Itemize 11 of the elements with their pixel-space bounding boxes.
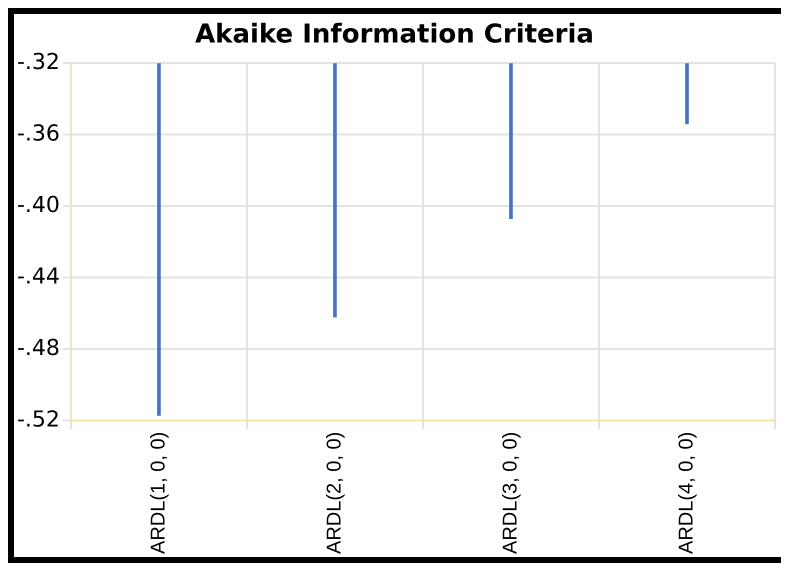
y-tick-label: -.48 bbox=[16, 336, 60, 361]
x-tick-label: ARDL(3, 0, 0) bbox=[499, 432, 522, 554]
x-tick-label: ARDL(4, 0, 0) bbox=[676, 432, 698, 554]
y-tick-label: -.44 bbox=[16, 264, 60, 290]
y-tick-label: -.52 bbox=[16, 407, 60, 432]
y-tick-label: -.40 bbox=[16, 192, 60, 218]
x-tick-label: ARDL(1, 0, 0) bbox=[147, 432, 170, 554]
chart-title: Akaike Information Criteria bbox=[195, 19, 594, 50]
y-tick-label: -.36 bbox=[16, 121, 60, 146]
y-tick-label: -.32 bbox=[16, 50, 60, 75]
x-tick-label: ARDL(2, 0, 0) bbox=[323, 432, 346, 554]
